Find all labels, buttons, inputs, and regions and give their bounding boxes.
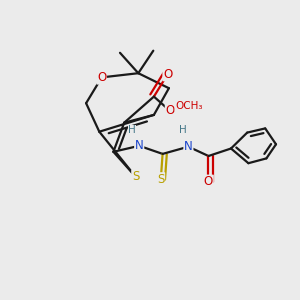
- Text: O: O: [97, 71, 106, 84]
- Text: H: H: [178, 125, 186, 135]
- Text: O: O: [204, 175, 213, 188]
- Text: N: N: [184, 140, 193, 153]
- Text: N: N: [135, 139, 144, 152]
- Text: H: H: [128, 125, 136, 135]
- Text: O: O: [166, 104, 175, 118]
- Text: S: S: [132, 170, 139, 183]
- Text: O: O: [163, 68, 172, 81]
- Text: S: S: [157, 173, 164, 186]
- Text: OCH₃: OCH₃: [175, 101, 203, 111]
